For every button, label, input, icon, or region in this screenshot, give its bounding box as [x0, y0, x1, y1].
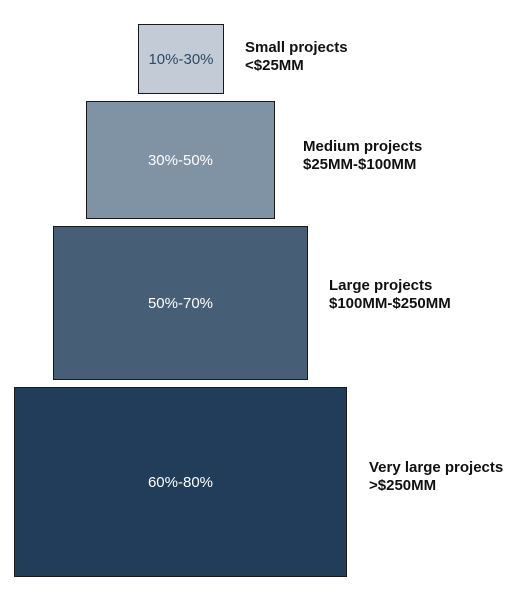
tier-label-very-large: Very large projects >$250MM [369, 459, 503, 495]
tier-range-small: 10%-30% [148, 50, 214, 68]
tier-label-small: Small projects <$25MM [245, 39, 348, 75]
tier-name-medium: Medium projects [303, 138, 423, 155]
tier-range-large: 50%-70% [147, 294, 214, 312]
tier-box-small: 10%-30% [138, 24, 224, 94]
tier-name-very-large: Very large projects [369, 459, 504, 476]
tier-box-large: 50%-70% [53, 226, 308, 380]
tier-label-medium: Medium projects $25MM-$100MM [303, 138, 422, 174]
tier-label-large: Large projects $100MM-$250MM [329, 277, 451, 313]
tier-name-large: Large projects [329, 277, 433, 294]
tier-box-medium: 30%-50% [86, 101, 275, 219]
tier-size-large: $100MM-$250MM [329, 295, 451, 312]
tier-size-medium: $25MM-$100MM [303, 156, 417, 173]
tier-range-medium: 30%-50% [147, 151, 214, 169]
tier-name-small: Small projects [245, 39, 348, 56]
tier-box-very-large: 60%-80% [14, 387, 347, 577]
tier-size-small: <$25MM [245, 57, 304, 74]
tier-size-very-large: >$250MM [369, 477, 437, 494]
tier-range-very-large: 60%-80% [147, 473, 214, 491]
